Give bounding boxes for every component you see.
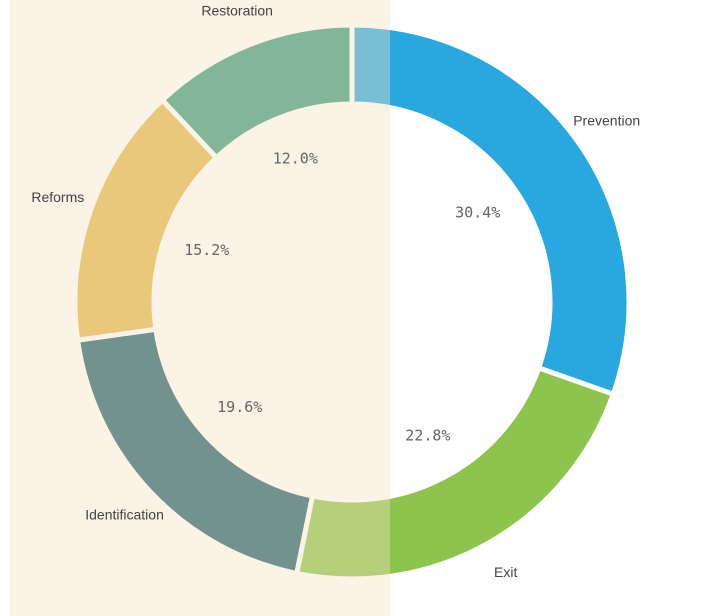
labels: 30.4% Prevention 22.8% Exit 19.6% Identificat…: [31, 3, 640, 581]
slice: [158, 22, 355, 162]
category-label: Identification: [85, 506, 164, 522]
percent-label: 12.0%: [273, 149, 318, 167]
percent-label: 22.8%: [405, 427, 450, 445]
percent-label: 15.2%: [184, 241, 229, 259]
overlay: [10, 0, 390, 616]
category-label: Restoration: [201, 3, 273, 19]
category-label: Exit: [494, 564, 517, 580]
category-label: Prevention: [573, 113, 640, 129]
category-label: Reforms: [31, 189, 84, 205]
percent-label: 30.4%: [455, 204, 500, 222]
slices: [72, 22, 632, 582]
percent-label: 19.6%: [217, 398, 262, 416]
slice: [349, 22, 632, 398]
